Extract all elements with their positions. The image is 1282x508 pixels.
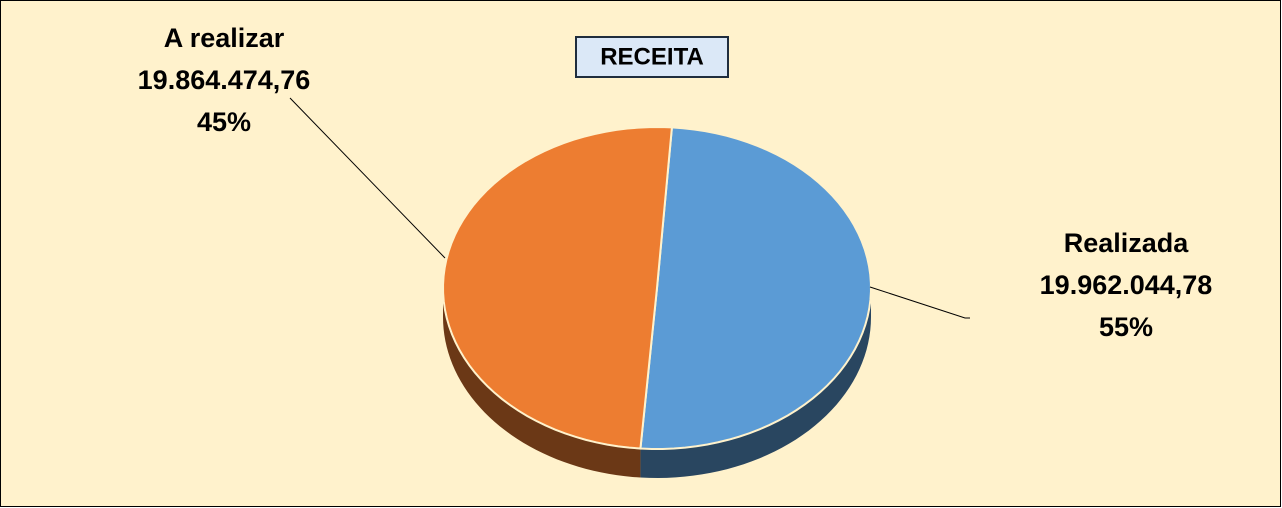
chart-title: RECEITA <box>600 43 704 70</box>
pie-slice <box>442 126 674 450</box>
leader-line <box>869 286 970 319</box>
data-label-percent: 55% <box>1099 312 1153 342</box>
data-label-name: Realizada <box>1064 228 1190 258</box>
pie-side <box>443 288 641 478</box>
data-label-percent: 45% <box>197 107 251 137</box>
pie-side <box>640 288 871 478</box>
pie <box>442 126 872 478</box>
title-box <box>575 36 729 78</box>
pie-slice <box>639 126 872 450</box>
data-label-name: A realizar <box>164 23 285 53</box>
data-label-value: 19.962.044,78 <box>1040 270 1213 300</box>
data-label-value: 19.864.474,76 <box>138 65 311 95</box>
leader-line <box>289 97 446 259</box>
